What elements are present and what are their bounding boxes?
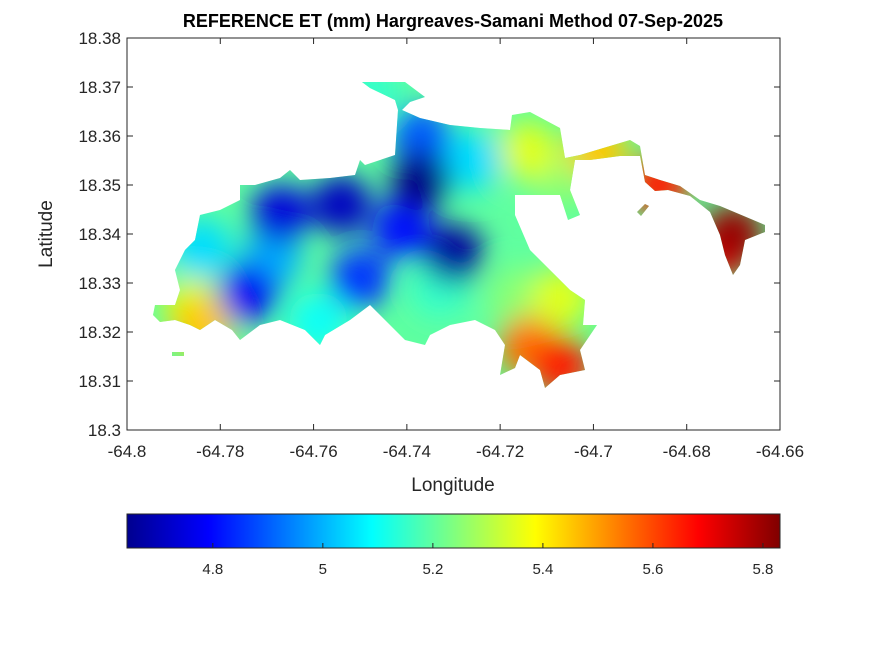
- y-tick-label: 18.37: [78, 78, 121, 97]
- y-tick-label: 18.3: [88, 421, 121, 440]
- contour-region: [568, 120, 629, 181]
- colorbar-tick-label: 5.4: [532, 561, 553, 578]
- contour-region: [530, 336, 591, 388]
- x-tick-label: -64.66: [756, 442, 804, 461]
- x-tick-label: -64.7: [574, 442, 613, 461]
- chart-title: REFERENCE ET (mm) Hargreaves-Samani Meth…: [183, 11, 723, 31]
- contour-region: [339, 82, 400, 122]
- x-tick-label: -64.74: [383, 442, 431, 461]
- x-tick-label: -64.8: [108, 442, 147, 461]
- y-tick-label: 18.36: [78, 127, 121, 146]
- y-tick-label: 18.31: [78, 372, 121, 391]
- contour-region: [372, 199, 433, 260]
- y-axis-label: Latitude: [36, 200, 57, 268]
- contour-region: [423, 223, 484, 284]
- x-tick-label: -64.78: [196, 442, 244, 461]
- colorbar-tick-label: 5.6: [642, 561, 663, 578]
- contour-region: [530, 267, 591, 328]
- y-tick-label: 18.38: [78, 29, 121, 48]
- contour-region: [288, 292, 349, 353]
- colorbar-tick-label: 5: [319, 561, 327, 578]
- y-tick-label: 18.35: [78, 176, 121, 195]
- colorbar-tick-label: 5.2: [422, 561, 443, 578]
- contour-region: [488, 267, 549, 328]
- contour-region: [498, 120, 559, 181]
- colorbar-tick-label: 5.8: [753, 561, 774, 578]
- contour-map: [153, 82, 765, 388]
- contour-region: [390, 150, 451, 211]
- contour-region: [703, 204, 764, 264]
- y-tick-label: 18.33: [78, 274, 121, 293]
- contour-region: [311, 174, 372, 235]
- x-tick-label: -64.68: [663, 442, 711, 461]
- x-tick-label: -64.72: [476, 442, 524, 461]
- contour-region: [330, 248, 391, 309]
- contour-region: [628, 155, 689, 215]
- x-tick-label: -64.76: [289, 442, 337, 461]
- colorbar-tick-label: 4.8: [202, 561, 223, 578]
- contour-region: [171, 218, 232, 279]
- colorbar: [126, 513, 781, 549]
- y-tick-label: 18.34: [78, 225, 121, 244]
- contour-region: [250, 184, 311, 245]
- contour-region: [218, 262, 279, 323]
- y-tick-label: 18.32: [78, 323, 121, 342]
- x-axis-label: Longitude: [411, 475, 494, 496]
- contour-region: [442, 130, 503, 191]
